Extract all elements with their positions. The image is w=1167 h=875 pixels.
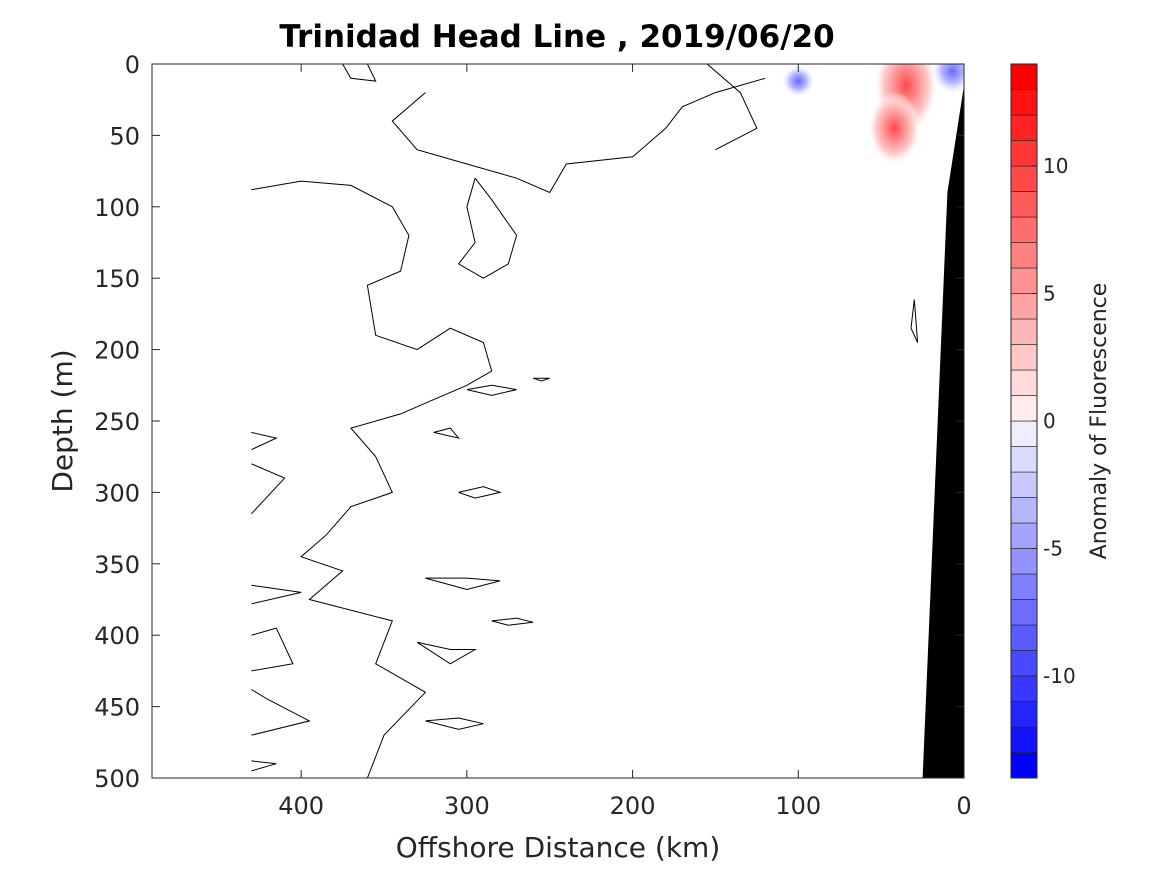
small-eddy-contour-3: [458, 486, 502, 499]
colorbar-level-band: [1010, 599, 1038, 626]
colorbar-level-band: [1010, 369, 1038, 396]
offshore-front-contour: [251, 180, 493, 778]
colorbar-level-band: [1010, 293, 1038, 320]
colorbar: 10 5 0 -5 -10: [1010, 63, 1076, 779]
colorbar-tick-label: 10: [1043, 154, 1068, 178]
small-eddy-contour-7: [425, 717, 484, 730]
positive-anomaly-blob-2: [867, 91, 921, 166]
nearshore-zero-contour: [706, 64, 758, 151]
y-tick-label: 200: [94, 337, 140, 365]
colorbar-level-band: [1010, 267, 1038, 294]
colorbar-label: Anomaly of Fluorescence: [1087, 283, 1112, 560]
colorbar-level-band: [1010, 548, 1038, 575]
mid-plume-contour: [457, 177, 518, 279]
colorbar-level-band: [1010, 318, 1038, 345]
small-eddy-contour-2: [433, 427, 460, 439]
colorbar-level-band: [1010, 140, 1038, 167]
colorbar-tick-label: -5: [1043, 537, 1063, 561]
x-axis-label: Offshore Distance (km): [396, 831, 721, 864]
deep-nearshore-eddy-contour: [910, 299, 919, 343]
west-edge-contour-4: [251, 627, 294, 672]
colorbar-level-band: [1010, 191, 1038, 218]
colorbar-tick-label: -10: [1043, 664, 1076, 688]
colorbar-level-band: [1010, 726, 1038, 753]
west-edge-contour-3: [251, 584, 302, 605]
x-tick-label: 300: [444, 792, 490, 820]
x-tick-label: 0: [956, 792, 971, 820]
y-tick-label: 500: [94, 765, 140, 793]
y-tick-label: 300: [94, 479, 140, 507]
x-tick-label: 400: [278, 792, 324, 820]
colorbar-level-band: [1010, 63, 1038, 90]
small-eddy-contour-5: [491, 617, 534, 626]
colorbar-level-band: [1010, 89, 1038, 116]
colorbar-level-band: [1010, 650, 1038, 677]
colorbar-level-band: [1010, 497, 1038, 524]
negative-anomaly-blob-3: [781, 64, 816, 98]
small-eddy-contour-4: [425, 577, 501, 591]
colorbar-tick-label: 5: [1043, 282, 1056, 306]
plot-area: [152, 64, 964, 778]
colorbar-level-band: [1010, 420, 1038, 447]
x-tick-label: 200: [610, 792, 656, 820]
x-axis: 400 300 200 100 0: [278, 64, 972, 820]
colorbar-level-band: [1010, 216, 1038, 243]
colorbar-level-band: [1010, 242, 1038, 269]
plot-content: [251, 64, 964, 778]
colorbar-level-band: [1010, 701, 1038, 728]
x-tick-label: 100: [775, 792, 821, 820]
y-tick-label: 350: [94, 551, 140, 579]
negative-anomaly-blob-4: [930, 64, 964, 96]
colorbar-level-band: [1010, 165, 1038, 192]
colorbar-tick-label: 0: [1043, 409, 1056, 433]
chart-title: Trinidad Head Line , 2019/06/20: [279, 19, 834, 55]
colorbar-level-band: [1010, 114, 1038, 141]
y-tick-label: 0: [125, 51, 140, 79]
colorbar-level-band: [1010, 624, 1038, 651]
colorbar-level-band: [1010, 752, 1038, 779]
y-tick-label: 100: [94, 194, 140, 222]
colorbar-level-band: [1010, 395, 1038, 422]
west-edge-contour-1: [251, 431, 278, 451]
y-tick-label: 250: [94, 408, 140, 436]
west-edge-contour-2: [251, 463, 286, 515]
colorbar-level-band: [1010, 471, 1038, 498]
west-edge-contour-6: [251, 760, 277, 772]
west-edge-contour-5: [251, 689, 311, 736]
small-eddy-contour-1: [466, 384, 517, 396]
y-axis-label: Depth (m): [46, 349, 79, 492]
small-eddy-contour-6: [416, 641, 477, 665]
colorbar-level-band: [1010, 675, 1038, 702]
surface-dimple-contour: [342, 64, 377, 82]
upper-band-contour: [391, 77, 766, 194]
y-tick-label: 50: [109, 122, 140, 150]
y-tick-label: 450: [94, 694, 140, 722]
colorbar-level-band: [1010, 446, 1038, 473]
y-tick-label: 150: [94, 265, 140, 293]
small-ring-contour: [532, 377, 550, 382]
colorbar-level-band: [1010, 344, 1038, 371]
colorbar-level-band: [1010, 573, 1038, 600]
colorbar-level-band: [1010, 522, 1038, 549]
y-axis: 0 50 100 150 200 250 300 350 400 450 500: [94, 51, 964, 793]
y-tick-label: 400: [94, 622, 140, 650]
bathymetry-seafloor: [922, 85, 964, 778]
